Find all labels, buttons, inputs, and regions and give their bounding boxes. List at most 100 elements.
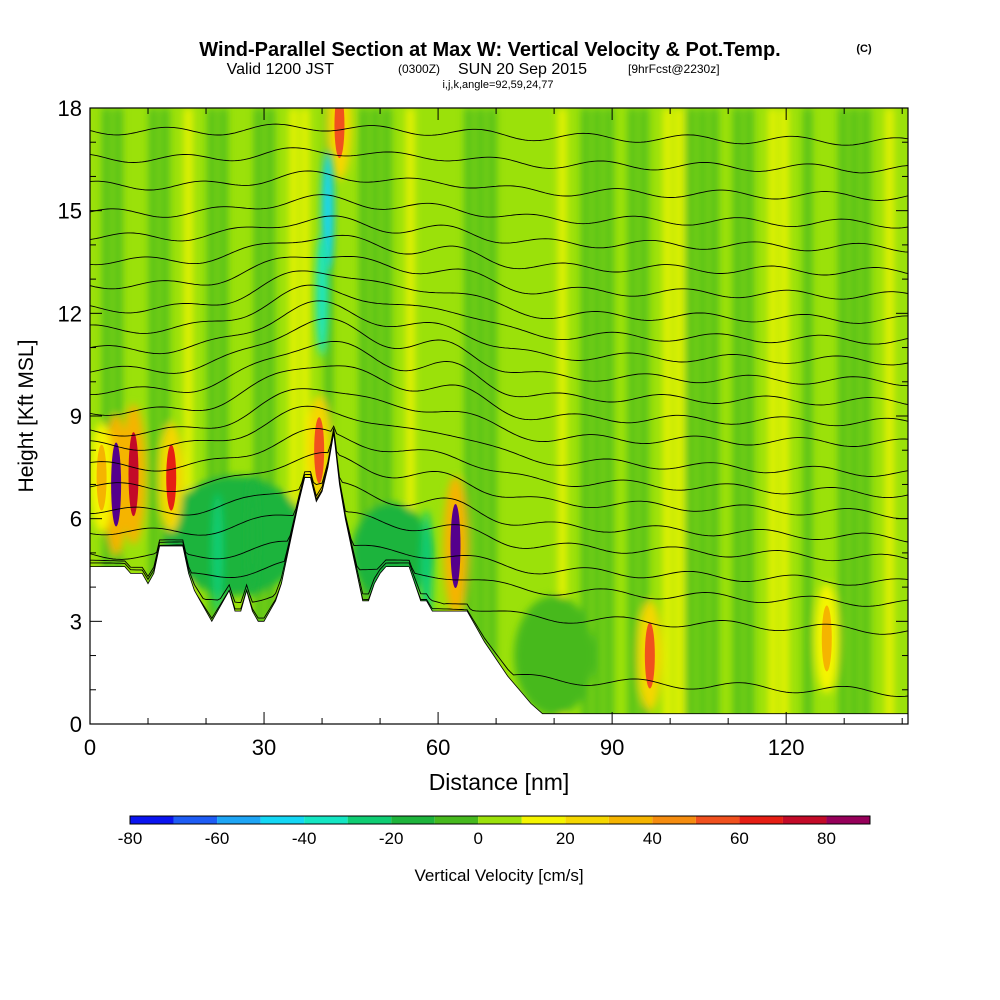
velocity-streak bbox=[780, 108, 789, 724]
chart-title: Wind-Parallel Section at Max W: Vertical… bbox=[199, 39, 780, 61]
velocity-streak bbox=[464, 108, 473, 724]
updraft-core bbox=[821, 605, 832, 672]
y-tick-label: 12 bbox=[58, 301, 82, 326]
theta-contour bbox=[90, 428, 908, 520]
colorbar-tick-label: -80 bbox=[118, 829, 143, 848]
colorbar-swatch bbox=[217, 816, 261, 824]
colorbar-label: Vertical Velocity [cm/s] bbox=[414, 866, 583, 885]
colorbar-tick-label: 0 bbox=[474, 829, 483, 848]
colorbar-swatch bbox=[391, 816, 435, 824]
updraft-core bbox=[644, 622, 655, 689]
velocity-streak bbox=[266, 108, 275, 724]
y-tick-label: 9 bbox=[70, 404, 82, 429]
theta-contour bbox=[90, 405, 908, 477]
x-tick-label: 60 bbox=[426, 735, 450, 760]
velocity-streak bbox=[733, 108, 742, 724]
y-axis: 0 3 6 9 12 15 18 bbox=[58, 96, 908, 737]
y-tick-label: 3 bbox=[70, 609, 82, 634]
theta-contour bbox=[90, 340, 908, 406]
downdraft-region bbox=[514, 595, 595, 716]
vertical-velocity-field bbox=[90, 108, 908, 724]
colorbar-tick-label: -60 bbox=[205, 829, 230, 848]
colorbar-swatch bbox=[782, 816, 827, 824]
downdraft-core bbox=[420, 510, 433, 630]
theta-contour bbox=[90, 147, 908, 174]
colorbar-tick-label: -20 bbox=[379, 829, 404, 848]
theta-contour bbox=[90, 255, 908, 300]
velocity-streak bbox=[254, 108, 263, 724]
colorbar-swatch bbox=[434, 816, 479, 824]
theta-contour bbox=[90, 388, 908, 447]
downdraft-core bbox=[316, 236, 329, 357]
velocity-streak bbox=[324, 108, 333, 724]
downdraft-core bbox=[246, 475, 259, 596]
velocity-streak bbox=[640, 108, 649, 724]
theta-contour bbox=[90, 284, 908, 345]
theta-contour bbox=[90, 437, 908, 586]
velocity-streak bbox=[838, 108, 847, 724]
colorbar-tick-label: 80 bbox=[817, 829, 836, 848]
velocity-streak bbox=[359, 108, 368, 724]
theta-contour bbox=[90, 215, 908, 253]
y-tick-label: 18 bbox=[58, 96, 82, 121]
velocity-streak bbox=[686, 108, 695, 724]
downdraft-core bbox=[211, 492, 224, 613]
colorbar-swatch bbox=[260, 816, 305, 824]
colorbar-swatch bbox=[565, 816, 609, 824]
x-tick-label: 0 bbox=[84, 735, 96, 760]
valid-time-line: Valid 1200 JST (0300Z) SUN 20 Sep 2015 [… bbox=[227, 61, 720, 78]
theta-contour bbox=[90, 431, 908, 543]
colorbar-frame bbox=[129, 815, 871, 825]
theta-contour bbox=[90, 441, 908, 635]
colorbar: -80 -60 -40 -20 0 20 40 60 80 bbox=[118, 815, 871, 848]
y-tick-label: 15 bbox=[58, 199, 82, 224]
updraft-core bbox=[111, 442, 122, 527]
theta-contour bbox=[90, 317, 908, 387]
velocity-streak bbox=[768, 108, 777, 724]
theta-contour bbox=[90, 439, 908, 607]
velocity-streak bbox=[301, 108, 310, 724]
velocity-streak bbox=[628, 108, 637, 724]
velocity-streak bbox=[675, 108, 684, 724]
velocity-streak bbox=[558, 108, 567, 724]
theta-contour bbox=[90, 170, 908, 201]
theta-contour bbox=[90, 434, 908, 562]
colorbar-swatch bbox=[173, 816, 218, 824]
forecast-label: [9hrFcst@2230z] bbox=[628, 62, 720, 76]
velocity-streak bbox=[406, 108, 415, 724]
velocity-streak bbox=[593, 108, 602, 724]
terrain-mask bbox=[90, 433, 908, 724]
potential-temperature-contours bbox=[90, 123, 908, 697]
velocity-streak bbox=[581, 108, 590, 724]
updraft-core bbox=[314, 417, 325, 484]
theta-contour bbox=[90, 425, 908, 499]
updraft-core bbox=[450, 504, 461, 589]
theta-contour bbox=[90, 123, 908, 146]
colorbar-tick-label: -40 bbox=[292, 829, 317, 848]
velocity-streak bbox=[160, 108, 169, 724]
x-axis: 0 30 60 90 120 bbox=[84, 108, 903, 760]
valid-utc: (0300Z) bbox=[398, 62, 440, 76]
colorbar-swatch bbox=[739, 816, 783, 824]
theta-contour bbox=[90, 365, 908, 427]
x-tick-label: 30 bbox=[252, 735, 276, 760]
theta-contour bbox=[90, 270, 908, 324]
colorbar-swatch bbox=[608, 816, 653, 824]
colorbar-swatch bbox=[347, 816, 392, 824]
theta-contour bbox=[90, 194, 908, 229]
velocity-streak bbox=[219, 108, 228, 724]
colorbar-swatch bbox=[304, 816, 348, 824]
velocity-streak bbox=[605, 108, 614, 724]
colorbar-tick-label: 40 bbox=[643, 829, 662, 848]
updraft-core bbox=[96, 444, 107, 511]
theta-contour bbox=[90, 234, 908, 276]
colorbar-swatch bbox=[478, 816, 522, 824]
title-copyright-mark: (C) bbox=[856, 43, 872, 55]
velocity-streak bbox=[850, 108, 859, 724]
velocity-streak bbox=[184, 108, 193, 724]
updraft-core bbox=[334, 108, 345, 159]
colorbar-swatch bbox=[521, 816, 566, 824]
downdraft-core bbox=[321, 150, 334, 271]
colorbar-tick-label: 60 bbox=[730, 829, 749, 848]
